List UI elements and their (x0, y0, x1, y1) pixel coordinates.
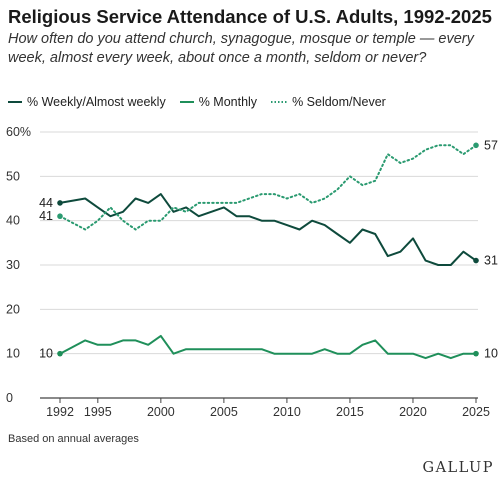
series-line-seldom (59, 144, 477, 231)
line-chart: 0 10 20 30 40 50 60% 1992 1995 2000 2005 2010 2015 20… (6, 125, 498, 419)
start-point-seldom (57, 213, 63, 220)
series-line-monthly (59, 334, 477, 360)
y-tick-label-50: 50 (6, 169, 20, 183)
gallup-logo: GALLUP (422, 460, 494, 476)
legend-label-monthly: % Monthly (198, 95, 258, 109)
x-tick-label-2020: 2020 (399, 405, 427, 419)
legend-label-seldom: % Seldom/Never (292, 95, 386, 109)
x-tick-label-1992: 1992 (46, 405, 74, 419)
start-point-weekly (57, 200, 63, 206)
y-tick-label-40: 40 (6, 214, 20, 228)
legend-label-weekly: % Weekly/Almost weekly (27, 95, 166, 109)
chart-subtitle: How often do you attend church, synagogu… (8, 31, 474, 66)
y-tick-label-20: 20 (6, 302, 20, 316)
chart-legend: % Weekly/Almost weekly % Monthly % Seldo… (8, 95, 386, 109)
end-label-weekly: 31 (484, 254, 498, 268)
start-label-monthly: 10 (39, 347, 53, 361)
chart-footnote: Based on annual averages (8, 433, 139, 445)
end-point-monthly (473, 350, 479, 357)
legend-swatch-monthly (179, 101, 194, 103)
legend-item-monthly: % Monthly (179, 95, 258, 109)
x-tick-label-2010: 2010 (273, 405, 301, 419)
x-tick-label-2005: 2005 (210, 405, 238, 419)
x-tick-label-2015: 2015 (336, 405, 364, 419)
end-point-seldom (473, 142, 479, 149)
y-tick-label-30: 30 (6, 258, 20, 272)
x-tick-label-2025: 2025 (462, 405, 490, 419)
y-tick-label-60: 60% (6, 125, 31, 139)
start-label-weekly: 44 (39, 196, 53, 210)
legend-item-seldom: % Seldom/Never (271, 95, 386, 109)
y-tick-label-10: 10 (6, 347, 20, 361)
x-tick-label-1995: 1995 (84, 405, 112, 419)
legend-item-weekly: % Weekly/Almost weekly (8, 95, 166, 109)
y-tick-label-0: 0 (6, 391, 13, 405)
end-label-monthly: 10 (484, 347, 498, 361)
start-label-seldom: 41 (39, 209, 53, 223)
legend-swatch-seldom (271, 101, 288, 103)
x-tick-label-2000: 2000 (147, 405, 175, 419)
end-label-seldom: 57 (484, 138, 498, 152)
chart-title: Religious Service Attendance of U.S. Adu… (8, 6, 492, 27)
legend-swatch-weekly (8, 101, 22, 103)
end-point-weekly (473, 257, 479, 264)
start-point-monthly (57, 350, 63, 357)
series-line-weekly (59, 193, 477, 266)
